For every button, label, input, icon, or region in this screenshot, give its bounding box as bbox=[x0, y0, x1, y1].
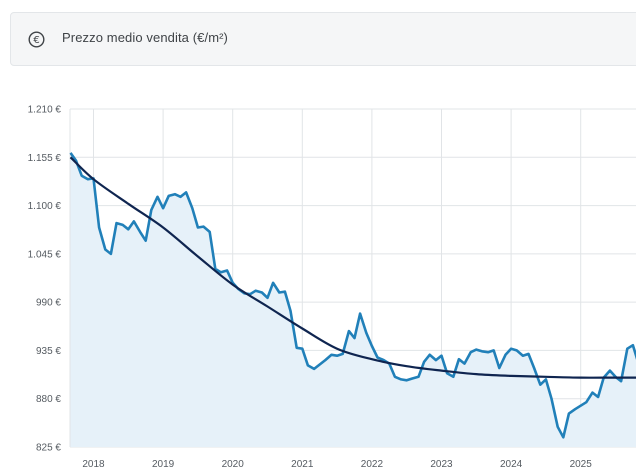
y-tick-label: 1.100 € bbox=[28, 201, 62, 212]
svg-text:€: € bbox=[33, 35, 39, 46]
y-tick-label: 1.210 € bbox=[28, 105, 62, 116]
y-tick-label: 825 € bbox=[36, 443, 61, 454]
chart-header: € Prezzo medio vendita (€/m²) bbox=[10, 12, 636, 66]
price-series-line bbox=[69, 152, 636, 439]
price-area-fill bbox=[70, 152, 636, 447]
x-tick-label: 2019 bbox=[152, 459, 175, 470]
y-tick-label: 935 € bbox=[36, 346, 61, 357]
x-tick-label: 2022 bbox=[361, 459, 384, 470]
x-tick-label: 2024 bbox=[500, 459, 523, 470]
chart-title: Prezzo medio vendita (€/m²) bbox=[62, 30, 228, 45]
x-tick-label: 2021 bbox=[291, 459, 314, 470]
price-trend-line bbox=[69, 156, 636, 379]
x-axis-labels: 2018 2019 2020 2021 2022 2023 2024 2025 bbox=[82, 459, 592, 470]
y-tick-label: 1.155 € bbox=[28, 153, 62, 164]
x-tick-label: 2023 bbox=[430, 459, 453, 470]
y-tick-label: 1.045 € bbox=[28, 249, 62, 260]
y-tick-label: 880 € bbox=[36, 394, 61, 405]
x-tick-label: 2018 bbox=[82, 459, 105, 470]
y-axis-labels: 1.210 € 1.155 € 1.100 € 1.045 € 990 € 935 € 88… bbox=[28, 105, 62, 454]
y-tick-label: 990 € bbox=[36, 298, 61, 309]
euro-coin-icon: € bbox=[28, 31, 45, 48]
x-tick-label: 2025 bbox=[570, 459, 593, 470]
x-tick-label: 2020 bbox=[222, 459, 245, 470]
